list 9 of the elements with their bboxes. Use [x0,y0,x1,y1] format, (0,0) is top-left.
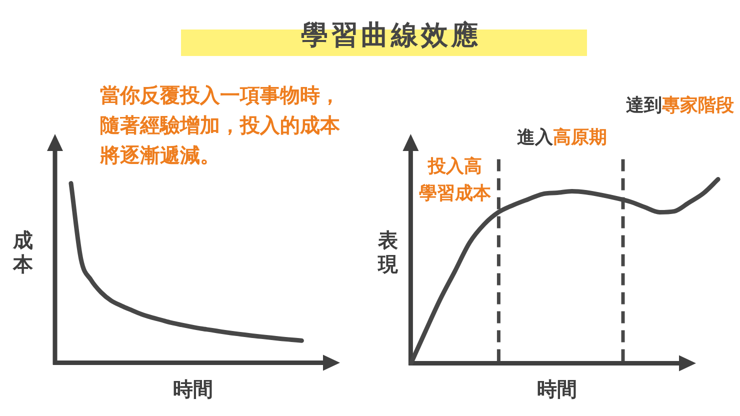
text: 達到專家階段 [626,95,735,115]
x-axis-title: 時間 [173,379,213,401]
y-axis-title: 成本 [12,230,34,276]
text: 當你反覆投入一項事物時，隨著經驗增加，投入的成本將逐漸遞減。 [99,84,341,167]
x-axis-title: 時間 [537,379,577,401]
text: 進入高原期 [517,127,607,147]
y-axis-title: 表現 [377,230,399,276]
annotation: 投入高學習成本 [419,156,492,203]
text: 學習曲線效應 [301,20,481,50]
